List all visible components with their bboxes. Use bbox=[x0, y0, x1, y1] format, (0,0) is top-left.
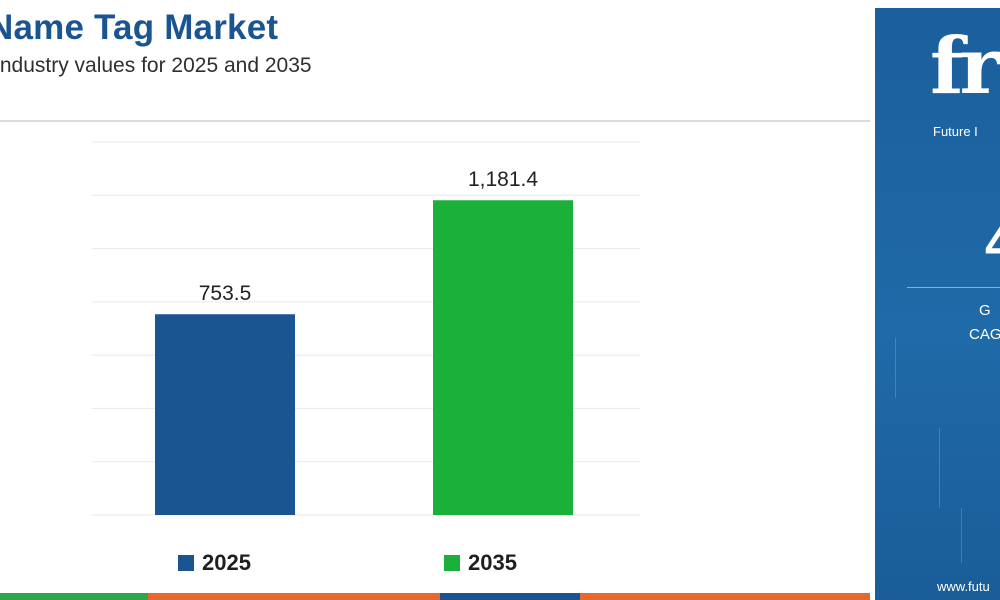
company-name: Future I bbox=[933, 124, 978, 139]
bottom-bar-segment bbox=[440, 593, 580, 600]
legend-item-2035: 2035 bbox=[444, 548, 517, 578]
bar-chart: 753.5 1,181.4 bbox=[92, 141, 640, 516]
chart-title: Name Tag Market bbox=[0, 8, 279, 47]
bottom-color-bar bbox=[0, 593, 870, 600]
cagr-value: 4 bbox=[985, 215, 1000, 273]
bottom-bar-segment bbox=[580, 593, 870, 600]
data-label-2025: 753.5 bbox=[199, 282, 252, 305]
decorative-streak bbox=[961, 508, 962, 563]
bottom-bar-segment bbox=[148, 593, 440, 600]
panel-divider bbox=[907, 287, 1000, 288]
decorative-streak bbox=[895, 338, 896, 398]
chart-area: 753.5 1,181.4 bbox=[0, 120, 870, 590]
chart-header: Name Tag Market Industry values for 2025… bbox=[0, 0, 870, 122]
legend-label-2025: 2025 bbox=[202, 550, 251, 575]
bar-2025 bbox=[155, 314, 295, 515]
data-label-2035: 1,181.4 bbox=[468, 168, 538, 191]
legend-swatch-2035 bbox=[444, 555, 460, 571]
bar-2035 bbox=[433, 200, 573, 516]
chart-subtitle: Industry values for 2025 and 2035 bbox=[0, 54, 312, 77]
legend-label-2035: 2035 bbox=[468, 550, 517, 575]
cagr-label-line1: G bbox=[979, 302, 991, 319]
company-logo: fr bbox=[930, 21, 1000, 112]
bottom-bar-segment bbox=[0, 593, 148, 600]
cagr-label-line2: CAG bbox=[969, 326, 1000, 343]
legend-item-2025: 2025 bbox=[178, 548, 251, 578]
side-panel: fr Future I 4 G CAG www.futu bbox=[875, 8, 1000, 600]
legend-swatch-2025 bbox=[178, 555, 194, 571]
website-url: www.futu bbox=[937, 579, 990, 594]
decorative-streak bbox=[939, 428, 940, 508]
